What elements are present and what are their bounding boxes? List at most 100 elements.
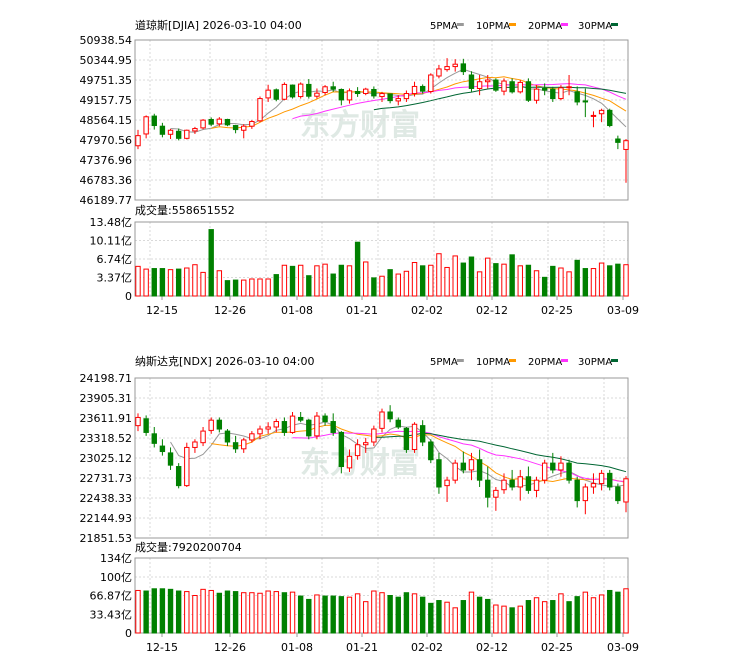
- volume-bar: [241, 592, 247, 634]
- candle-up: [167, 129, 174, 135]
- volume-bar: [273, 274, 279, 297]
- volume-bar: [558, 267, 564, 297]
- volume-bar: [135, 265, 141, 297]
- candle-down: [216, 419, 223, 430]
- candle-down: [208, 118, 214, 125]
- candle-down: [330, 421, 336, 433]
- volume-bar: [525, 600, 532, 634]
- volume-bar: [485, 257, 491, 297]
- volume-bar: [541, 601, 548, 634]
- date-tick-label: 12-15: [146, 304, 178, 317]
- volume-bar: [257, 278, 263, 297]
- volume-bar: [273, 591, 279, 634]
- candle-up: [403, 93, 410, 100]
- volume-bar: [607, 265, 613, 297]
- candle-up: [558, 87, 564, 100]
- candle-up: [566, 86, 572, 89]
- candle-up: [558, 462, 564, 471]
- candle-up: [249, 120, 255, 127]
- date-tick-label: 01-21: [346, 641, 378, 654]
- volume-bar: [184, 591, 190, 634]
- candle-up: [265, 89, 271, 99]
- candle-down: [582, 100, 589, 103]
- volume-bar: [338, 596, 345, 634]
- volume-bar: [314, 594, 320, 634]
- price-panel-frame: [134, 39, 629, 201]
- volume-bar: [615, 263, 621, 297]
- candle-up: [468, 459, 475, 471]
- volume-bar: [167, 588, 174, 634]
- volume-tick-label: 3.37亿: [97, 272, 133, 285]
- volume-bar: [379, 275, 385, 297]
- volume-bar: [354, 241, 361, 297]
- candle-down: [525, 81, 532, 101]
- price-tick-label: 49157.75: [80, 94, 133, 107]
- price-tick-label: 22731.73: [80, 472, 133, 485]
- legend-swatch-20pma: [561, 23, 568, 26]
- candle-down: [468, 74, 475, 89]
- candle-up: [517, 476, 523, 488]
- volume-bar: [314, 265, 320, 297]
- volume-bar: [192, 595, 198, 634]
- volume-bar: [541, 276, 548, 297]
- candle-up: [314, 415, 320, 437]
- legend-swatch-5pma: [456, 359, 464, 362]
- candle-up: [143, 116, 149, 135]
- volume-bar: [216, 592, 223, 634]
- volume-tick-label: 0: [125, 290, 132, 303]
- volume-bar: [249, 278, 255, 297]
- volume-bar: [363, 261, 369, 297]
- candle-down: [525, 476, 532, 491]
- candle-down: [387, 93, 393, 102]
- volume-tick-label: 13.48亿: [90, 216, 133, 229]
- candle-down: [143, 418, 149, 433]
- candle-up: [314, 92, 320, 97]
- date-tick-label: 01-21: [346, 304, 378, 317]
- price-tick-label: 46783.36: [80, 174, 133, 187]
- volume-bar: [460, 600, 467, 634]
- volume-bar: [371, 277, 377, 297]
- volume-tick-label: 33.43亿: [90, 608, 133, 621]
- volume-bar: [346, 596, 353, 634]
- volume-bar: [363, 601, 369, 634]
- candle-down: [167, 452, 174, 466]
- volume-bar: [338, 264, 345, 297]
- volume-bar: [395, 596, 401, 634]
- volume-bar: [151, 268, 157, 297]
- price-tick-label: 49751.35: [80, 74, 133, 87]
- candle-down: [338, 88, 345, 101]
- volume-bar: [257, 592, 263, 634]
- volume-bar: [387, 595, 393, 634]
- date-tick-label: 02-12: [476, 304, 508, 317]
- candle-up: [590, 114, 597, 117]
- candle-down: [281, 421, 288, 433]
- volume-bar: [444, 601, 450, 634]
- candle-up: [200, 119, 206, 129]
- volume-bar: [159, 588, 166, 634]
- candle-up: [241, 125, 247, 131]
- candle-down: [460, 462, 467, 471]
- volume-bar: [468, 591, 475, 634]
- volume-bar: [346, 265, 353, 297]
- candle-up: [533, 88, 540, 101]
- date-tick-label: 02-02: [411, 304, 443, 317]
- candle-up: [598, 472, 605, 485]
- candle-up: [265, 426, 271, 430]
- candle-down: [306, 419, 312, 437]
- volume-bar: [493, 263, 499, 297]
- date-tick-label: 02-25: [541, 304, 573, 317]
- candle-up: [493, 489, 499, 498]
- candle-up: [379, 93, 385, 98]
- volume-bar: [566, 601, 572, 634]
- volume-label: 成交量:558651552: [135, 203, 235, 217]
- volume-bar: [419, 265, 426, 297]
- date-tick-label: 02-02: [411, 641, 443, 654]
- candle-up: [322, 86, 328, 94]
- date-tick-label: 02-25: [541, 641, 573, 654]
- volume-bar: [533, 597, 540, 634]
- candle-up: [436, 68, 442, 77]
- candle-up: [135, 416, 141, 427]
- volume-bar: [297, 595, 304, 634]
- candle-down: [550, 88, 556, 100]
- legend-swatch-10pma: [509, 359, 516, 362]
